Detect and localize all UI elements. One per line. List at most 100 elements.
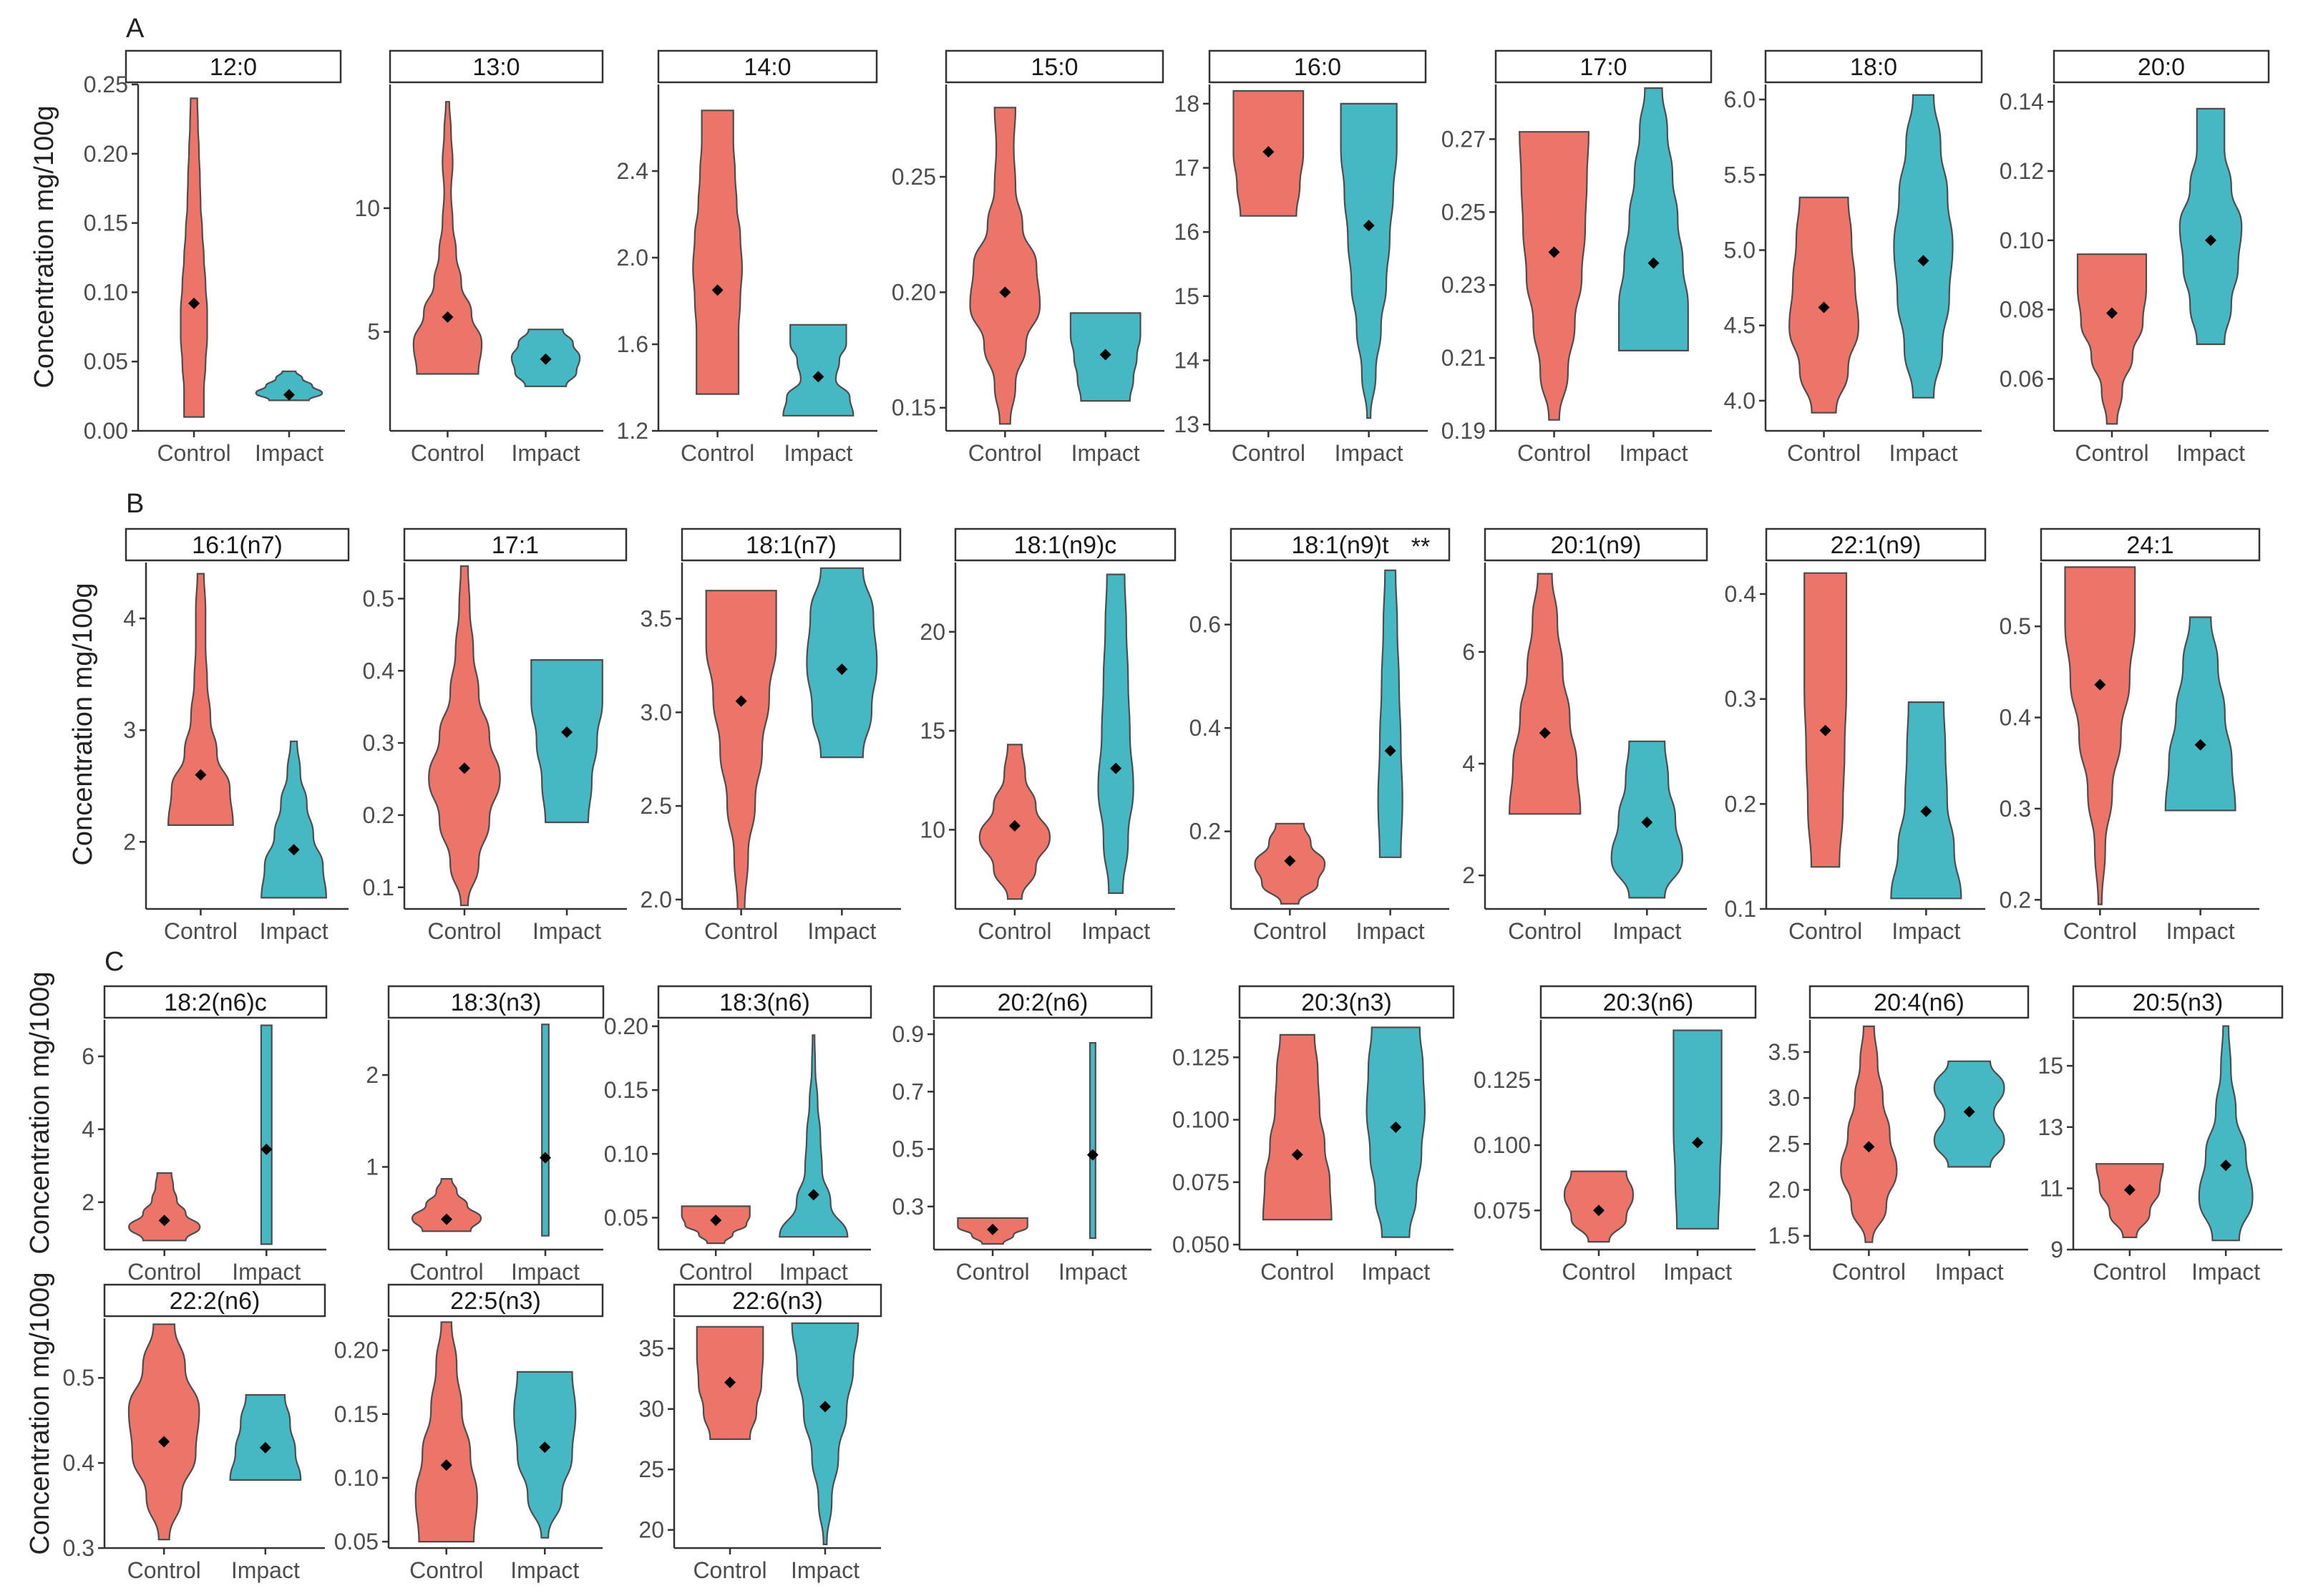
facet-strip <box>125 527 350 562</box>
x-tick-label-control: Control <box>956 1259 1030 1285</box>
mean-point-impact <box>539 1441 551 1454</box>
violin-control <box>2064 566 2136 905</box>
mean-point-control <box>735 695 747 707</box>
mean-point-control <box>442 311 454 323</box>
y-tick-label: 35 <box>638 1335 664 1361</box>
y-tick-label: 0.5 <box>63 1365 94 1391</box>
y-tick-label: 1.2 <box>617 418 648 444</box>
violin-impact <box>1618 87 1689 351</box>
facet-strip <box>103 1283 326 1318</box>
y-tick-label: 0.08 <box>2000 297 2044 323</box>
mean-point-impact <box>1099 349 1111 361</box>
facet-strip <box>657 49 878 84</box>
x-tick-label-control: Control <box>1232 440 1305 466</box>
x-tick-label-impact: Impact <box>1935 1259 2004 1285</box>
mean-point-control <box>158 1215 170 1227</box>
y-tick-label: 20 <box>638 1517 664 1543</box>
facet-16-1-n7: 16:1(n7) 2 3 4 Control Impact <box>123 527 350 944</box>
facet-title: 15:0 <box>1031 54 1078 81</box>
facet-strip <box>933 985 1153 1019</box>
mean-point-control <box>1593 1205 1605 1217</box>
mean-point-control <box>711 284 724 296</box>
y-tick-label: 0.15 <box>84 210 128 236</box>
y-tick-label: 2 <box>123 829 136 855</box>
x-tick-label-control: Control <box>968 440 1042 466</box>
facet-20-5-n3: 20:5(n3) 9 11 13 15 Control Impact <box>2037 985 2284 1285</box>
violin-control <box>414 1321 478 1543</box>
y-tick-label: 0.075 <box>1172 1169 1230 1195</box>
mean-point-impact <box>836 663 848 676</box>
x-tick-label-control: Control <box>679 1259 753 1285</box>
facet-strip <box>1764 49 1983 84</box>
violin-impact <box>806 567 878 759</box>
y-tick-label: 3 <box>123 717 136 743</box>
facet-strip <box>673 1283 882 1318</box>
x-tick-label-control: Control <box>693 1557 766 1583</box>
y-tick-label: 2 <box>82 1189 94 1215</box>
mean-point-control <box>2123 1184 2136 1196</box>
y-tick-label: 2.0 <box>641 887 672 913</box>
x-tick-label-control: Control <box>978 918 1051 944</box>
mean-point-control <box>195 769 207 781</box>
violin-impact <box>2164 616 2236 812</box>
y-tick-label: 0.05 <box>334 1529 379 1554</box>
y-axis-label-c1: Concentration mg/100g <box>25 971 55 1254</box>
y-tick-label: 0.06 <box>2000 366 2044 391</box>
facet-title: 17:1 <box>492 532 539 559</box>
mean-point-impact <box>2205 234 2216 246</box>
y-tick-label: 0.100 <box>1474 1132 1531 1158</box>
facet-strip <box>1208 49 1427 84</box>
y-tick-label: 0.9 <box>892 1021 924 1047</box>
y-tick-label: 0.2 <box>1725 791 1756 817</box>
violin-impact <box>255 370 323 402</box>
facet-24-1: 24:1 0.2 0.3 0.4 0.5 Control Impact <box>2000 527 2261 944</box>
y-tick-label: 0.125 <box>1172 1044 1230 1070</box>
panel-letter-a: A <box>126 14 145 44</box>
facet-strip <box>2040 527 2261 562</box>
violin-control <box>2095 1163 2164 1238</box>
facet-strip <box>681 527 902 562</box>
facet-title: 20:3(n6) <box>1603 989 1694 1016</box>
y-tick-label: 0.5 <box>892 1137 924 1162</box>
mean-point-control <box>710 1214 722 1226</box>
mean-point-control <box>987 1223 999 1235</box>
violin-impact <box>261 740 328 899</box>
mean-point-control <box>1539 727 1551 739</box>
y-tick-label: 4 <box>1462 751 1475 777</box>
y-tick-label: 0.3 <box>892 1194 924 1220</box>
facet-strip <box>125 49 342 84</box>
facet-strip <box>2072 985 2284 1019</box>
x-tick-label-impact: Impact <box>2191 1259 2260 1285</box>
x-tick-label-impact: Impact <box>2176 440 2245 466</box>
mean-point-control <box>1284 855 1296 867</box>
y-tick-label: 5.0 <box>1724 237 1756 263</box>
x-tick-label-impact: Impact <box>1335 440 1403 466</box>
facet-strip <box>387 985 605 1019</box>
y-tick-label: 0.4 <box>63 1450 94 1476</box>
x-tick-label-impact: Impact <box>512 440 580 466</box>
y-tick-label: 0.05 <box>604 1205 648 1230</box>
mean-point-impact <box>1641 817 1653 828</box>
violin-control <box>167 573 234 826</box>
mean-point-impact <box>540 1152 551 1164</box>
facet-title: 18:2(n6)c <box>164 989 267 1016</box>
y-axis-label-a: Concentration mg/100g <box>29 105 59 388</box>
facet-strip <box>2053 49 2270 84</box>
facet-20-3-n6: 20:3(n6) 0.075 0.100 0.125 Control Impact <box>1474 985 1757 1285</box>
violin-control <box>969 107 1041 425</box>
y-tick-label: 1.5 <box>1768 1223 1800 1249</box>
facet-strip <box>1765 527 1987 562</box>
y-tick-label: 5 <box>367 319 380 345</box>
facet-title: 20:2(n6) <box>998 989 1089 1016</box>
facet-strip <box>945 49 1164 84</box>
y-tick-label: 0.3 <box>63 1535 94 1561</box>
y-tick-label: 2.5 <box>1768 1131 1800 1157</box>
y-tick-label: 0.20 <box>892 279 936 305</box>
violin-impact <box>1340 102 1398 419</box>
y-tick-label: 15 <box>1174 283 1199 309</box>
y-tick-label: 4 <box>82 1116 94 1142</box>
y-tick-label: 0.4 <box>1189 715 1221 741</box>
y-tick-label: 11 <box>2040 1175 2063 1201</box>
panel-letter-b: B <box>126 489 144 519</box>
